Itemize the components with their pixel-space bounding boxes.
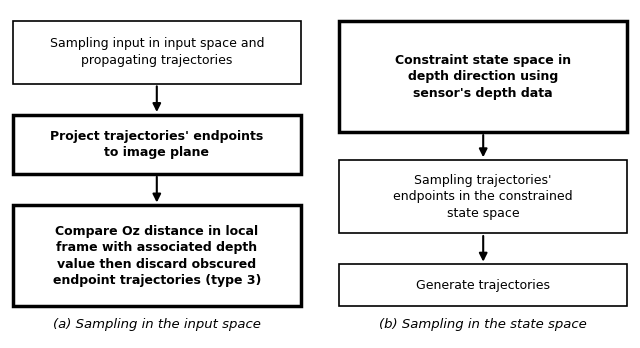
FancyBboxPatch shape [339,264,627,306]
FancyBboxPatch shape [13,115,301,174]
FancyBboxPatch shape [339,160,627,233]
Text: (a) Sampling in the input space: (a) Sampling in the input space [53,318,260,331]
FancyBboxPatch shape [339,21,627,132]
FancyBboxPatch shape [13,21,301,84]
Text: (b) Sampling in the state space: (b) Sampling in the state space [380,318,587,331]
Text: Compare Oz distance in local
frame with associated depth
value then discard obsc: Compare Oz distance in local frame with … [52,224,261,287]
Text: Project trajectories' endpoints
to image plane: Project trajectories' endpoints to image… [50,130,264,159]
Text: Sampling input in input space and
propagating trajectories: Sampling input in input space and propag… [49,38,264,67]
Text: Sampling trajectories'
endpoints in the constrained
state space: Sampling trajectories' endpoints in the … [394,174,573,220]
Text: Generate trajectories: Generate trajectories [416,279,550,292]
FancyBboxPatch shape [13,205,301,306]
Text: Constraint state space in
depth direction using
sensor's depth data: Constraint state space in depth directio… [395,54,572,100]
